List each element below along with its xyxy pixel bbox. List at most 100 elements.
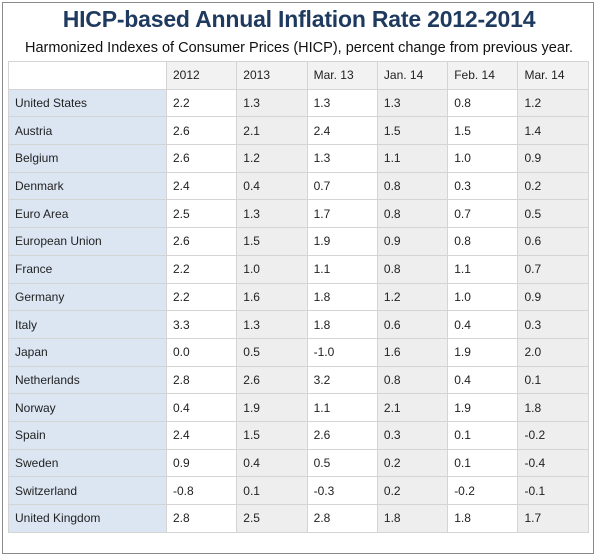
value-cell: 3.2 — [306, 365, 378, 395]
table-row: Germany 2.2 1.6 1.8 1.2 1.0 0.9 — [8, 282, 589, 312]
value-cell: 1.5 — [236, 227, 308, 256]
value-cell: 2.2 — [165, 88, 238, 118]
value-cell: 0.8 — [447, 88, 519, 118]
value-cell: 2.6 — [165, 227, 238, 256]
value-cell: 0.9 — [376, 227, 449, 256]
value-cell: 1.1 — [306, 393, 378, 422]
country-cell: United States — [8, 88, 167, 118]
value-cell: 2.5 — [165, 199, 238, 229]
value-cell: 0.9 — [517, 282, 589, 312]
value-cell: 0.4 — [236, 171, 308, 201]
value-cell: 0.8 — [376, 365, 449, 395]
column-header: 2013 — [236, 61, 308, 90]
value-cell: 1.8 — [447, 504, 519, 533]
value-cell: 1.5 — [236, 420, 308, 450]
value-cell: 1.8 — [517, 393, 589, 422]
page-subtitle: Harmonized Indexes of Consumer Prices (H… — [24, 40, 573, 56]
country-cell: European Union — [8, 227, 167, 256]
value-cell: 0.1 — [447, 448, 519, 478]
value-cell: 0.2 — [517, 171, 589, 201]
country-cell: Norway — [8, 393, 167, 422]
value-cell: 0.2 — [376, 448, 449, 478]
value-cell: 1.1 — [306, 254, 378, 284]
value-cell: 0.4 — [236, 448, 308, 478]
table-row: Sweden 0.9 0.4 0.5 0.2 0.1 -0.4 — [8, 448, 589, 478]
value-cell: 2.4 — [306, 116, 378, 146]
table-row: Italy 3.3 1.3 1.8 0.6 0.4 0.3 — [8, 310, 589, 339]
table-row: Denmark 2.4 0.4 0.7 0.8 0.3 0.2 — [8, 171, 589, 201]
value-cell: 0.1 — [447, 420, 519, 450]
country-cell: Spain — [8, 420, 167, 450]
inflation-table: 2012 2013 Mar. 13 Jan. 14 Feb. 14 Mar. 14 Uni… — [8, 61, 589, 533]
country-cell: France — [8, 254, 167, 284]
table-row: Japan 0.0 0.5 -1.0 1.6 1.9 2.0 — [8, 337, 589, 367]
value-cell: 1.5 — [447, 116, 519, 146]
value-cell: 1.7 — [306, 199, 378, 229]
country-cell: Italy — [8, 310, 167, 339]
value-cell: 0.2 — [376, 476, 449, 505]
country-cell: Japan — [8, 337, 167, 367]
value-cell: 1.9 — [447, 393, 519, 422]
value-cell: 2.6 — [236, 365, 308, 395]
value-cell: 0.9 — [517, 144, 589, 173]
value-cell: 2.8 — [165, 504, 238, 533]
column-header: Mar. 13 — [306, 61, 378, 90]
value-cell: 1.5 — [376, 116, 449, 146]
value-cell: 3.3 — [165, 310, 238, 339]
value-cell: 1.6 — [236, 282, 308, 312]
value-cell: 0.6 — [376, 310, 449, 339]
value-cell: 0.0 — [165, 337, 238, 367]
table-row: United Kingdom 2.8 2.5 2.8 1.8 1.8 1.7 — [8, 504, 589, 533]
country-cell: Switzerland — [8, 476, 167, 505]
value-cell: 2.4 — [165, 171, 238, 201]
column-header: Feb. 14 — [447, 61, 519, 90]
value-cell: 0.4 — [165, 393, 238, 422]
table-row: Switzerland -0.8 0.1 -0.3 0.2 -0.2 -0.1 — [8, 476, 589, 505]
value-cell: 2.8 — [306, 504, 378, 533]
country-cell: Denmark — [8, 171, 167, 201]
value-cell: 1.8 — [306, 282, 378, 312]
table-row: Euro Area 2.5 1.3 1.7 0.8 0.7 0.5 — [8, 199, 589, 229]
value-cell: 1.8 — [306, 310, 378, 339]
value-cell: 2.1 — [376, 393, 449, 422]
table-row: France 2.2 1.0 1.1 0.8 1.1 0.7 — [8, 254, 589, 284]
value-cell: -1.0 — [306, 337, 378, 367]
value-cell: 0.8 — [376, 199, 449, 229]
country-cell: Sweden — [8, 448, 167, 478]
table-row: Austria 2.6 2.1 2.4 1.5 1.5 1.4 — [8, 116, 589, 146]
value-cell: 0.3 — [517, 310, 589, 339]
value-cell: 0.3 — [447, 171, 519, 201]
value-cell: 0.7 — [517, 254, 589, 284]
country-cell: United Kingdom — [8, 504, 167, 533]
header-corner-cell — [8, 61, 167, 90]
value-cell: 0.1 — [236, 476, 308, 505]
value-cell: 1.2 — [376, 282, 449, 312]
value-cell: 1.0 — [447, 282, 519, 312]
value-cell: 1.9 — [236, 393, 308, 422]
value-cell: 0.4 — [447, 310, 519, 339]
column-header: Mar. 14 — [517, 61, 589, 90]
value-cell: -0.2 — [517, 420, 589, 450]
table-row: Belgium 2.6 1.2 1.3 1.1 1.0 0.9 — [8, 144, 589, 173]
value-cell: 1.7 — [517, 504, 589, 533]
value-cell: 1.3 — [236, 310, 308, 339]
value-cell: 0.1 — [517, 365, 589, 395]
value-cell: 2.4 — [165, 420, 238, 450]
value-cell: 1.0 — [447, 144, 519, 173]
value-cell: 1.3 — [376, 88, 449, 118]
value-cell: 1.9 — [306, 227, 378, 256]
table-row: Norway 0.4 1.9 1.1 2.1 1.9 1.8 — [8, 393, 589, 422]
value-cell: 0.5 — [517, 199, 589, 229]
value-cell: 2.8 — [165, 365, 238, 395]
value-cell: 2.6 — [306, 420, 378, 450]
value-cell: 1.3 — [306, 88, 378, 118]
value-cell: -0.2 — [447, 476, 519, 505]
value-cell: 2.2 — [165, 254, 238, 284]
value-cell: -0.1 — [517, 476, 589, 505]
value-cell: 0.6 — [517, 227, 589, 256]
value-cell: 2.6 — [165, 144, 238, 173]
value-cell: 1.4 — [517, 116, 589, 146]
value-cell: 0.8 — [376, 171, 449, 201]
value-cell: 2.5 — [236, 504, 308, 533]
value-cell: -0.8 — [165, 476, 238, 505]
